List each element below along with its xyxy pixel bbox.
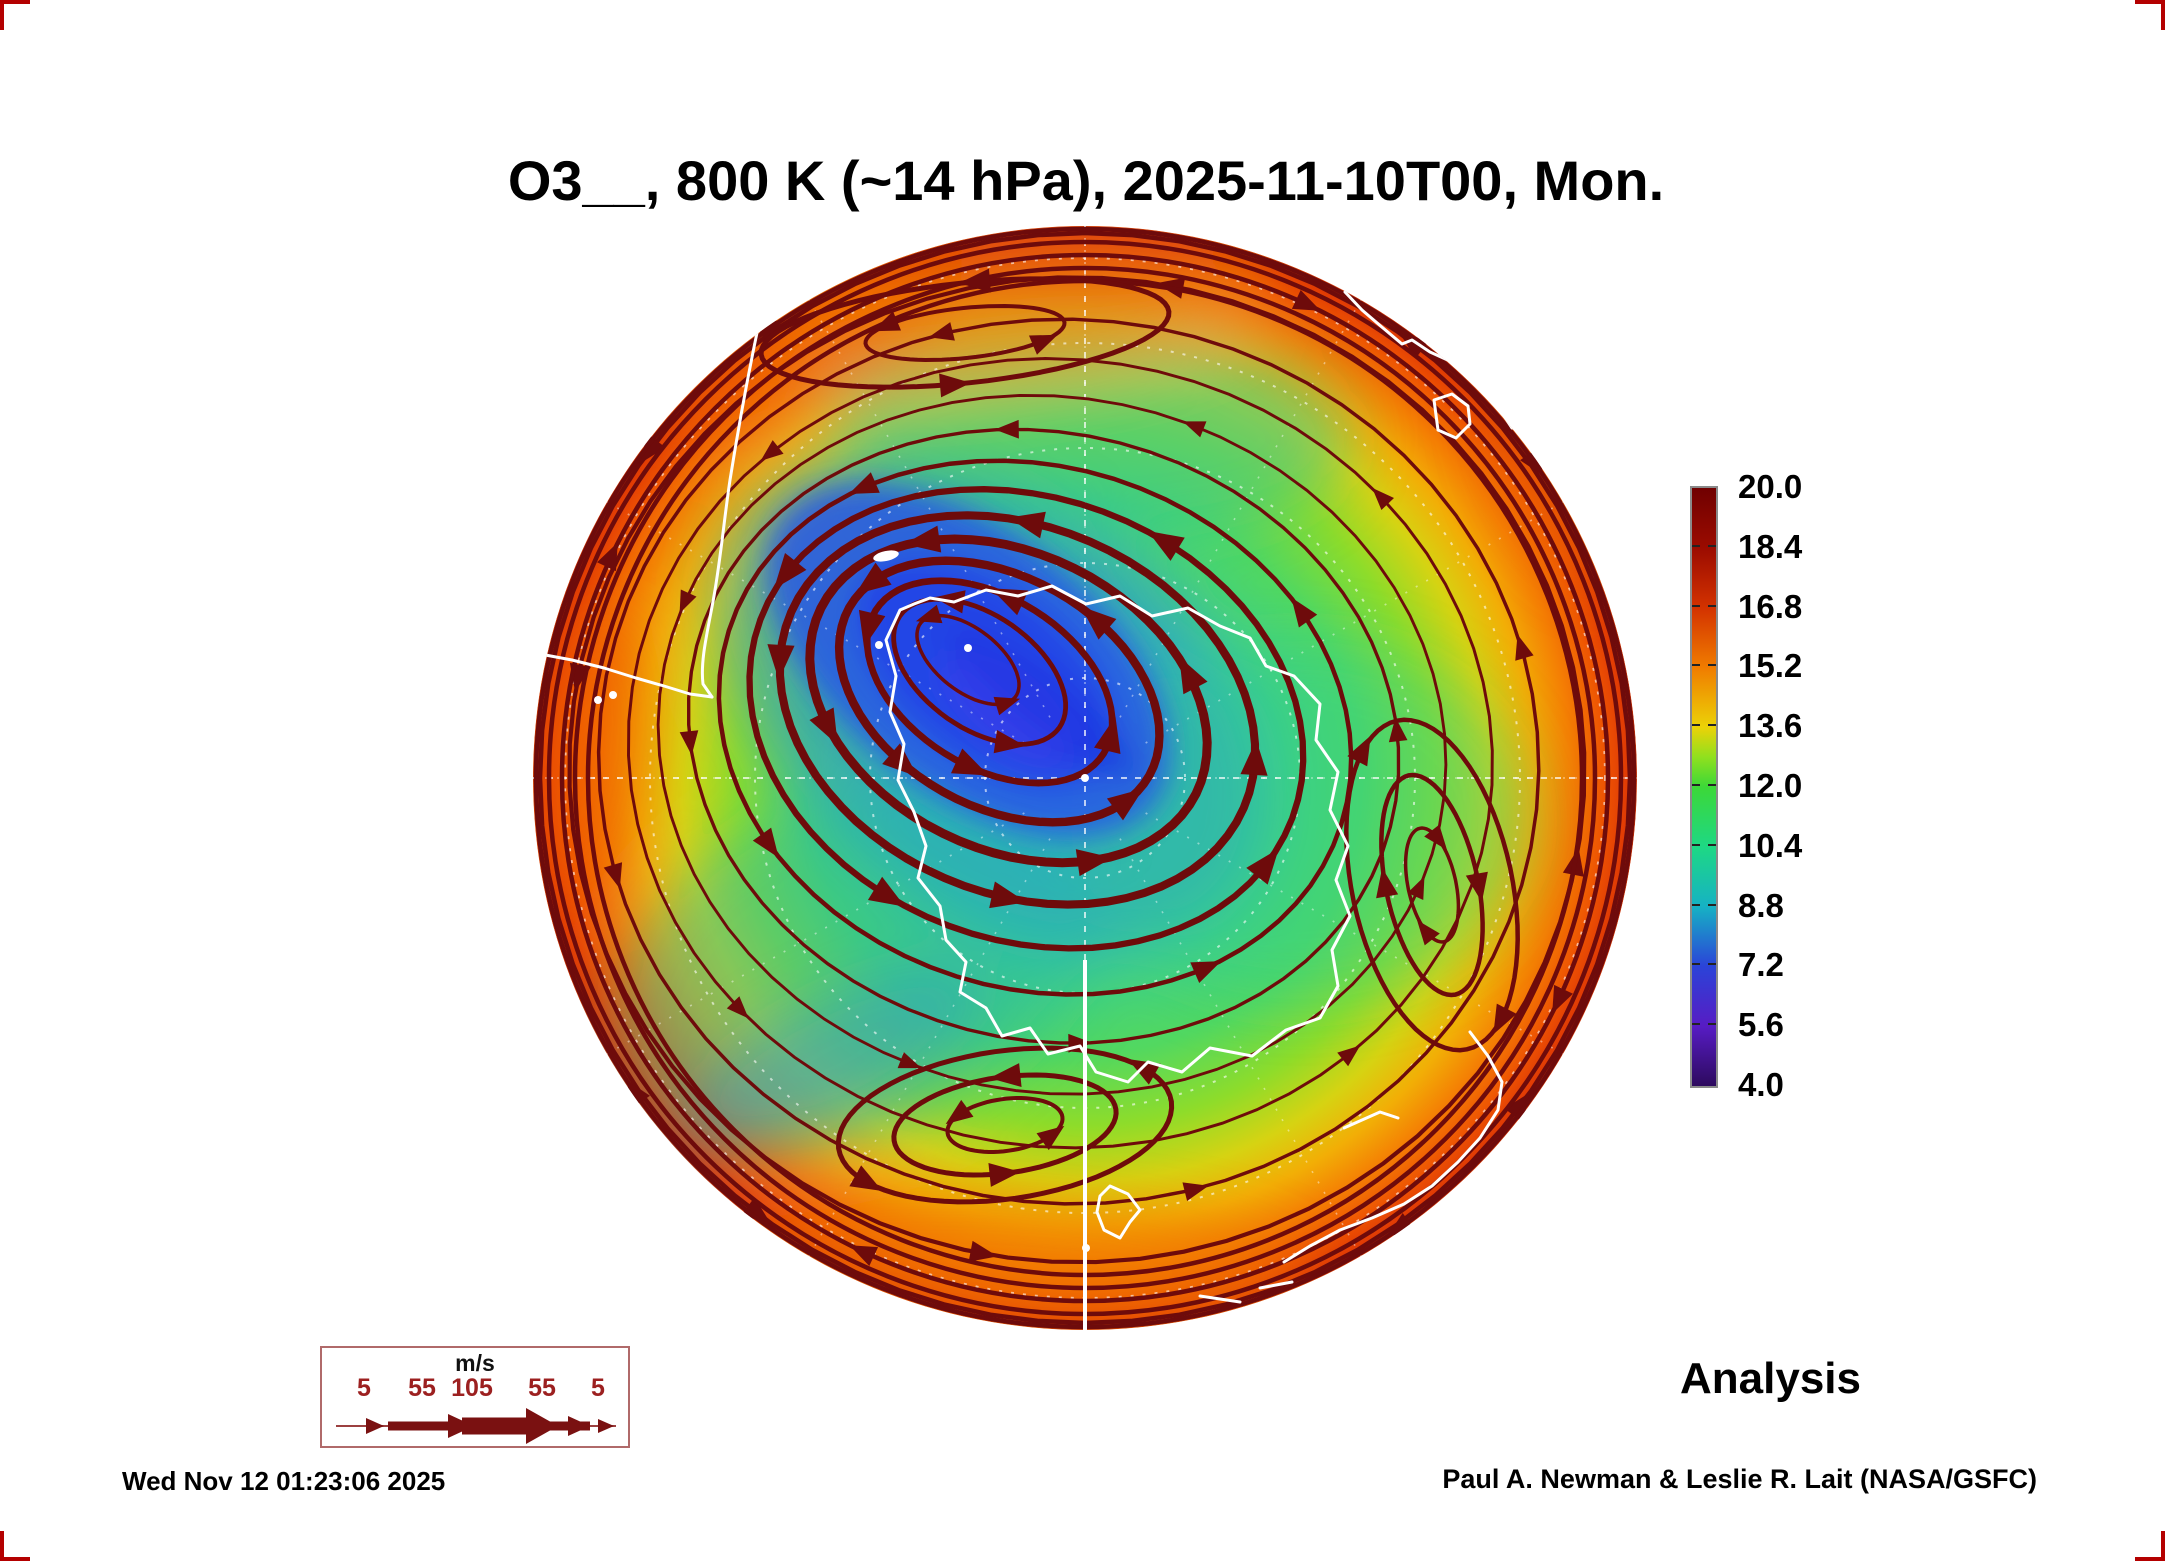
corner-mark-bottom-left (0, 1557, 30, 1561)
colorbar-tick (1708, 1023, 1716, 1026)
corner-mark-bottom-right-v (2161, 1531, 2165, 1561)
coast-australia (1282, 1030, 1504, 1264)
wind-speed-value: 55 (528, 1374, 556, 1402)
colorbar-tick (1708, 903, 1716, 906)
colorbar-tick (1708, 784, 1716, 786)
coast-australia-inner (1342, 1110, 1400, 1130)
island-dot-3 (964, 644, 972, 652)
credit-text: Paul A. Newman & Leslie R. Lait (NASA/GS… (1442, 1464, 2037, 1494)
analysis-label: Analysis (1680, 1354, 1861, 1403)
colorbar-tick (1692, 544, 1700, 547)
island-falkland-1 (594, 696, 602, 704)
colorbar-tick-label: 12.0 (1738, 767, 1803, 804)
colorbar-tick-label: 5.6 (1738, 1006, 1784, 1044)
coast-rim-fragment-2 (1258, 1280, 1294, 1290)
plot-title: O3__, 800 K (~14 hPa), 2025-11-10T00, Mo… (507, 149, 1665, 212)
arrow-small-right (598, 1419, 614, 1433)
colorbar-tick-label: 7.2 (1738, 946, 1784, 984)
wind-arrow-scale (336, 1408, 616, 1444)
island-ice-shelf (873, 550, 899, 562)
arrow-medium-bar-right (534, 1421, 590, 1431)
colorbar-tick-label: 20.0 (1738, 468, 1803, 505)
pole-marker (1081, 774, 1089, 782)
colorbar-tick (1692, 664, 1700, 667)
colorbar-tick-label: 18.4 (1738, 527, 1803, 565)
corner-mark-top-right-v (2161, 0, 2165, 30)
generated-timestamp: Wed Nov 12 01:23:06 2025 (122, 1466, 446, 1496)
colorbar-tick-label: 16.8 (1738, 587, 1803, 625)
wind-speed-value: 5 (357, 1374, 371, 1402)
wind-speed-legend: m/s 5 55 105 55 5 (320, 1346, 630, 1448)
coast-south-america-west (700, 326, 760, 699)
colorbar-tick (1708, 963, 1716, 966)
colorbar-tick-label: 8.8 (1738, 886, 1784, 924)
colorbar (1690, 486, 1718, 1088)
arrow-large-bar (462, 1417, 526, 1435)
colorbar-tick (1708, 544, 1716, 547)
corner-mark-top-left (0, 0, 30, 4)
corner-mark-top-left-v (0, 0, 4, 30)
coast-rim-fragment-1 (1198, 1294, 1242, 1304)
colorbar-tick (1692, 604, 1700, 607)
colorbar-tick (1708, 604, 1716, 607)
wind-speed-value: 55 (408, 1374, 436, 1402)
globe (533, 226, 1637, 1330)
colorbar-tick (1708, 724, 1716, 727)
coast-tasmania (1095, 1184, 1142, 1240)
colorbar-tick (1692, 784, 1700, 786)
coast-antarctica (884, 584, 1352, 1084)
corner-mark-top-right (2135, 0, 2165, 4)
wind-speed-value: 105 (451, 1374, 493, 1402)
corner-mark-bottom-left-v (0, 1531, 4, 1561)
wind-speed-value: 5 (591, 1374, 605, 1402)
colorbar-tick (1692, 963, 1700, 966)
vortex-blobs (766, 482, 1170, 838)
colorbar-tick (1708, 664, 1716, 667)
colorbar-tick-label: 10.4 (1738, 826, 1803, 864)
colorbar-labels: 20.0 18.4 16.8 15.2 13.6 12.0 10.4 8.8 7.2 5.6 4.0 (1738, 470, 1858, 1101)
wind-arrow-glyphs (366, 1408, 614, 1444)
colorbar-tick (1692, 1023, 1700, 1026)
colorbar-tick (1708, 843, 1716, 846)
colorbar-tick-label: 15.2 (1738, 647, 1803, 685)
coast-madagascar (1432, 392, 1472, 440)
arrow-medium-head-right (568, 1416, 590, 1436)
arrow-small-left (366, 1418, 384, 1434)
colorbar-tick (1692, 724, 1700, 727)
corner-mark-bottom-right (2135, 1557, 2165, 1561)
island-falkland-2 (609, 691, 617, 699)
island-dot-1 (875, 641, 883, 649)
colorbar-tick-label: 4.0 (1738, 1066, 1784, 1103)
wind-units-label: m/s (455, 1350, 495, 1376)
arrow-medium-head-left (448, 1414, 474, 1438)
streamlines (533, 226, 1637, 1330)
colorbar-tick (1692, 903, 1700, 906)
colorbar-tick-label: 13.6 (1738, 707, 1803, 745)
colorbar-tick (1692, 843, 1700, 846)
arrow-medium-bar-left (388, 1421, 460, 1431)
